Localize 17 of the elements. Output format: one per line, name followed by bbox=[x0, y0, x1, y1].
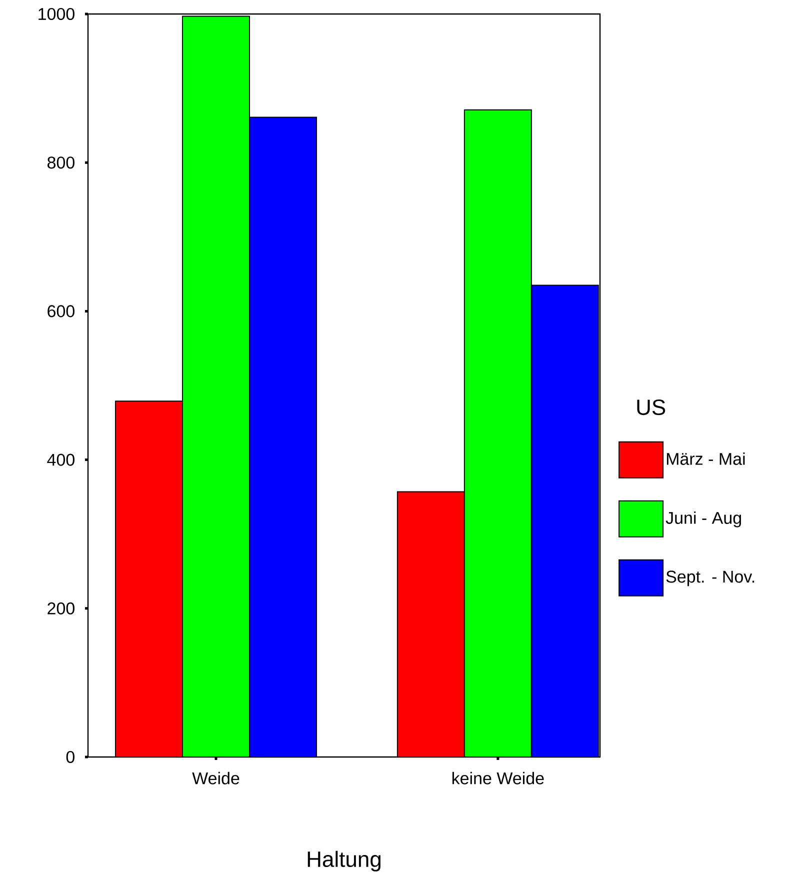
bar bbox=[115, 400, 183, 757]
legend-label: März - Mai bbox=[666, 452, 745, 465]
bar bbox=[182, 16, 250, 757]
x-tick-label: keine Weide bbox=[452, 772, 544, 784]
legend-label: Juni - Aug bbox=[666, 511, 741, 528]
x-tick-label: Weide bbox=[192, 772, 240, 784]
bar bbox=[464, 109, 532, 757]
legend-title: US bbox=[637, 399, 666, 416]
y-tick-label: 400 bbox=[47, 454, 74, 466]
x-axis-title: Haltung bbox=[308, 850, 380, 872]
y-tick-label: 1000 bbox=[38, 8, 74, 20]
y-tick-label: 200 bbox=[48, 602, 74, 614]
legend-label: Sept. - Nov. bbox=[666, 570, 754, 586]
y-tick-label: 800 bbox=[48, 156, 74, 169]
y-tick-label: 0 bbox=[66, 750, 74, 764]
bar bbox=[396, 491, 465, 757]
y-tick-label: 600 bbox=[48, 305, 74, 318]
